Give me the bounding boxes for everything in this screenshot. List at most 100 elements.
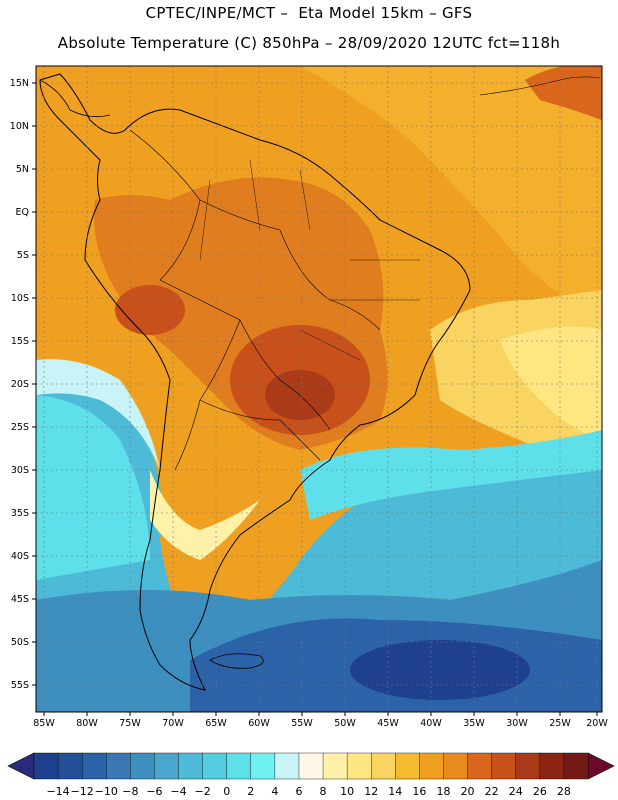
colorbar-swatch bbox=[81, 752, 107, 780]
lon-label: 60W bbox=[248, 718, 270, 729]
colorbar-label: −4 bbox=[170, 785, 186, 798]
colorbar-label: 10 bbox=[340, 785, 354, 798]
pacific-cyan bbox=[36, 395, 150, 580]
colorbar-swatch bbox=[395, 752, 420, 780]
map-frame bbox=[35, 65, 603, 713]
colorbar-label: 12 bbox=[364, 785, 378, 798]
lon-label: 80W bbox=[76, 718, 98, 729]
north-atlantic-band bbox=[300, 66, 602, 320]
colorbar-label: 0 bbox=[223, 785, 230, 798]
lat-label: 25S bbox=[11, 422, 29, 433]
falkland-islands bbox=[209, 653, 264, 669]
caribbean-islands bbox=[479, 76, 601, 96]
lon-label: 85W bbox=[33, 718, 55, 729]
hot-core-west bbox=[115, 285, 185, 335]
map-plot-area bbox=[36, 66, 602, 712]
caribbean-warm-patch bbox=[525, 66, 602, 120]
lon-label: 25W bbox=[549, 718, 571, 729]
colorbar-swatch bbox=[130, 752, 155, 780]
colorbar-swatch bbox=[33, 752, 59, 780]
colorbar-swatch bbox=[371, 752, 396, 780]
colorbar-label: 24 bbox=[509, 785, 523, 798]
lat-label: 15N bbox=[10, 78, 29, 89]
colorbar-label: −8 bbox=[122, 785, 138, 798]
colorbar-label: −2 bbox=[195, 785, 211, 798]
colorbar-swatch bbox=[298, 752, 324, 780]
colorbar-label: 14 bbox=[388, 785, 402, 798]
colorbar-swatch bbox=[154, 752, 180, 780]
latitude-labels: 15N 10N 5N EQ 5S 10S 15S 20S 25S 30S 35S… bbox=[10, 78, 29, 691]
atlantic-cyan-band bbox=[300, 430, 602, 520]
lon-label: 50W bbox=[334, 718, 356, 729]
hot-core-peak bbox=[265, 370, 335, 420]
colorbar-label: 6 bbox=[295, 785, 302, 798]
lat-label: 5N bbox=[16, 164, 29, 175]
lat-label: 55S bbox=[11, 680, 29, 691]
title-line-2: Absolute Temperature (C) 850hPa – 28/09/… bbox=[57, 34, 561, 52]
colorbar-swatch bbox=[443, 752, 469, 780]
title-line-1: CPTEC/INPE/MCT – Eta Model 15km – GFS bbox=[145, 4, 473, 22]
longitude-labels: 85W 80W 75W 70W 65W 60W 55W 50W 45W 40W … bbox=[33, 718, 608, 729]
coldest-core bbox=[350, 640, 530, 700]
colorbar-label: 2 bbox=[247, 785, 254, 798]
lon-label: 75W bbox=[119, 718, 141, 729]
lat-label: 20S bbox=[11, 379, 29, 390]
colorbar-low-arrow bbox=[7, 752, 35, 780]
country-borders bbox=[129, 129, 381, 471]
colorbar-label: 22 bbox=[485, 785, 499, 798]
colorbar-label: 26 bbox=[533, 785, 547, 798]
colorbar-swatch bbox=[106, 752, 131, 780]
lat-label: 10S bbox=[11, 293, 29, 304]
colorbar-swatch bbox=[202, 752, 228, 780]
lat-label: 35S bbox=[11, 508, 29, 519]
colorbar-swatch bbox=[322, 752, 348, 780]
colorbar-label: 16 bbox=[412, 785, 426, 798]
colorbar-swatch bbox=[57, 752, 83, 780]
colorbar-label: 8 bbox=[320, 785, 327, 798]
lon-label: 20W bbox=[586, 718, 608, 729]
colorbar-label: −6 bbox=[146, 785, 162, 798]
south-america-coastline bbox=[39, 73, 471, 691]
lon-label: 35W bbox=[463, 718, 485, 729]
colorbar-label: 4 bbox=[271, 785, 278, 798]
lat-label: 5S bbox=[17, 250, 29, 261]
lon-label: 40W bbox=[420, 718, 442, 729]
lon-label: 70W bbox=[162, 718, 184, 729]
pacific-pale-band bbox=[36, 359, 160, 470]
lon-label: 65W bbox=[205, 718, 227, 729]
lat-label: 50S bbox=[11, 637, 29, 648]
state-borders bbox=[199, 159, 420, 361]
lat-label: 40S bbox=[11, 551, 29, 562]
colorbar-labels: −14 −12 −10 −8 −6 −4 −2 0 2 4 6 8 10 12 14 16 18 20 22 24 26… bbox=[46, 785, 570, 798]
colorbar-swatches bbox=[33, 752, 589, 780]
lat-label: 45S bbox=[11, 594, 29, 605]
colorbar-label: −10 bbox=[95, 785, 118, 798]
colorbar-label: 18 bbox=[436, 785, 450, 798]
colorbar-label: −12 bbox=[71, 785, 94, 798]
colorbar-label: −14 bbox=[46, 785, 69, 798]
colorbar-high-arrow bbox=[587, 752, 615, 780]
lat-label: 30S bbox=[11, 465, 29, 476]
axis-ticks bbox=[32, 82, 598, 716]
lon-label: 55W bbox=[291, 718, 313, 729]
lat-label: 15S bbox=[11, 336, 29, 347]
colorbar: −14 −12 −10 −8 −6 −4 −2 0 2 4 6 8 10 12 14 16 18 20 22 24 26… bbox=[7, 752, 615, 798]
lat-label: 10N bbox=[10, 121, 29, 132]
central-america-coast bbox=[39, 79, 111, 118]
lon-label: 45W bbox=[377, 718, 399, 729]
colorbar-swatch bbox=[346, 752, 372, 780]
colorbar-swatch bbox=[467, 752, 493, 780]
colorbar-swatch bbox=[563, 752, 589, 780]
colorbar-swatch bbox=[539, 752, 565, 780]
colorbar-swatch bbox=[274, 752, 300, 780]
lat-label: EQ bbox=[16, 207, 29, 218]
lon-label: 30W bbox=[506, 718, 528, 729]
colorbar-swatch bbox=[226, 752, 252, 780]
colorbar-swatch bbox=[491, 752, 517, 780]
colorbar-swatch bbox=[515, 752, 541, 780]
patagonia-pale bbox=[150, 470, 260, 560]
colorbar-swatch bbox=[419, 752, 444, 780]
colorbar-label: 20 bbox=[461, 785, 475, 798]
colorbar-swatch bbox=[178, 752, 204, 780]
